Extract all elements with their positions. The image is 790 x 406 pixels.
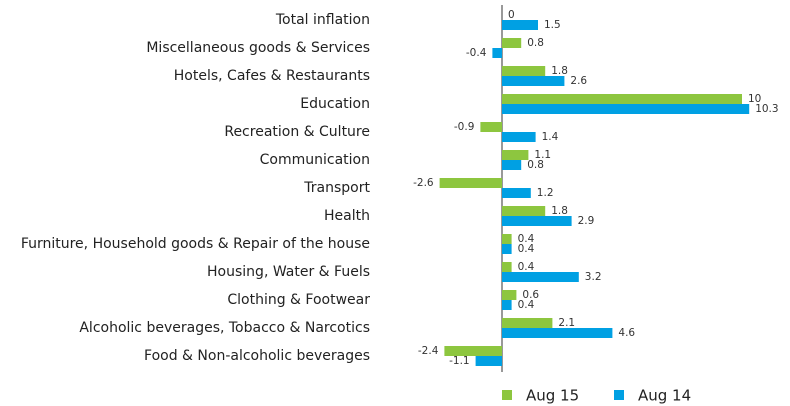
value-label: 0.6 [522, 289, 539, 301]
value-label: 1.4 [542, 131, 559, 143]
bar [502, 300, 512, 310]
category-label: Clothing & Footwear [227, 292, 370, 308]
legend-swatch [502, 390, 512, 400]
legend-swatch [614, 390, 624, 400]
category-label: Communication [260, 152, 370, 168]
value-label: 1.8 [551, 205, 568, 217]
bar [502, 290, 517, 300]
value-label: 3.2 [585, 271, 602, 283]
bar [502, 188, 531, 198]
bar [502, 234, 512, 244]
value-label: 0.4 [518, 233, 535, 245]
category-label: Housing, Water & Fuels [207, 264, 370, 280]
value-label: 2.1 [558, 317, 575, 329]
bar [502, 132, 536, 142]
value-label: 0.4 [518, 243, 535, 255]
bar [502, 262, 512, 272]
value-label: 1.2 [537, 187, 554, 199]
category-label: Recreation & Culture [224, 124, 370, 140]
value-label: 1.8 [551, 65, 568, 77]
value-label: 0.8 [527, 159, 544, 171]
value-label: -2.4 [418, 345, 439, 357]
value-label: 2.6 [570, 75, 587, 87]
bar [502, 66, 546, 76]
category-label: Hotels, Cafes & Restaurants [174, 68, 370, 84]
value-label: -2.6 [413, 177, 434, 189]
value-label: 10 [748, 93, 761, 105]
value-label: 2.9 [578, 215, 595, 227]
value-label: 4.6 [618, 327, 635, 339]
bar [502, 20, 538, 30]
category-label: Miscellaneous goods & Services [146, 40, 370, 56]
bar [502, 244, 512, 254]
legend-label: Aug 14 [638, 387, 691, 405]
bar [502, 76, 565, 86]
bar [502, 94, 742, 104]
bar [502, 272, 579, 282]
bar [502, 328, 613, 338]
bar [502, 216, 572, 226]
category-label: Transport [303, 180, 370, 196]
category-label: Education [300, 96, 370, 112]
value-label: -0.9 [454, 121, 475, 133]
legend-label: Aug 15 [526, 387, 579, 405]
bar [502, 38, 522, 48]
value-label: 0.4 [518, 261, 535, 273]
category-label: Food & Non-alcoholic beverages [144, 348, 370, 364]
bar [492, 48, 502, 58]
category-label: Total inflation [275, 12, 370, 28]
bar [502, 150, 529, 160]
bar [502, 318, 553, 328]
bar [475, 356, 502, 366]
bar [502, 104, 750, 114]
value-label: 0 [508, 9, 515, 21]
value-label: -1.1 [449, 355, 470, 367]
bar [502, 160, 522, 170]
value-label: 10.3 [755, 103, 778, 115]
category-label: Furniture, Household goods & Repair of t… [21, 236, 370, 252]
category-label: Alcoholic beverages, Tobacco & Narcotics [79, 320, 370, 336]
category-label: Health [324, 208, 370, 224]
bar [502, 206, 546, 216]
value-label: -0.4 [466, 47, 487, 59]
bar [480, 122, 502, 132]
value-label: 0.8 [527, 37, 544, 49]
value-label: 1.5 [544, 19, 561, 31]
bar [444, 346, 502, 356]
value-label: 1.1 [534, 149, 551, 161]
value-label: 0.4 [518, 299, 535, 311]
bar [439, 178, 502, 188]
